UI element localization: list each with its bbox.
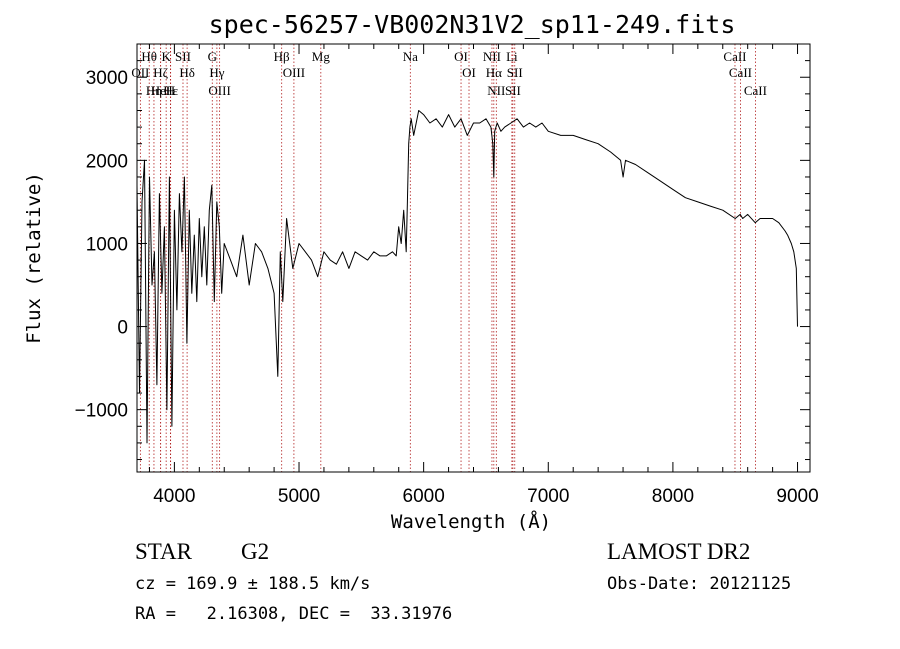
x-tick-label: 6000 bbox=[403, 486, 445, 507]
spectral-line-label: SII bbox=[505, 83, 521, 98]
spectral-line-label: Na bbox=[403, 49, 418, 64]
x-tick-label: 5000 bbox=[278, 486, 320, 507]
coordinates: RA = 2.16308, DEC = 33.31976 bbox=[135, 604, 453, 624]
spectrum-line bbox=[136, 110, 798, 444]
spectral-line-label: K bbox=[161, 49, 171, 64]
survey-name: LAMOST DR2 bbox=[607, 539, 751, 564]
obs-date: Obs-Date: 20121125 bbox=[607, 574, 792, 594]
spectral-line-label: Hζ bbox=[153, 65, 168, 80]
object-class: STAR bbox=[135, 539, 192, 564]
y-tick-label: 0 bbox=[117, 318, 128, 339]
y-tick-label: −1000 bbox=[75, 401, 128, 422]
spectral-line-label: CaII bbox=[723, 49, 746, 64]
spectral-line-label: Li bbox=[506, 49, 518, 64]
x-axis: 4000 5000 6000 7000 8000 9000 bbox=[148, 44, 819, 507]
redshift-readout: cz = 169.9 ± 188.5 km/s bbox=[135, 574, 371, 594]
chart-title: spec-56257-VB002N31V2_sp11-249.fits bbox=[209, 10, 736, 39]
y-axis-label: Flux (relative) bbox=[23, 172, 45, 344]
spectral-line-label: CaII bbox=[744, 83, 767, 98]
x-tick-label: 9000 bbox=[776, 486, 818, 507]
spectral-line-label: Hδ bbox=[179, 65, 195, 80]
spectral-line-label: Hη bbox=[146, 83, 162, 98]
spectral-line-label: Hα bbox=[486, 65, 502, 80]
spectral-line-label: Hβ bbox=[274, 49, 290, 64]
object-subclass: G2 bbox=[241, 539, 270, 564]
y-tick-label: 3000 bbox=[86, 68, 128, 89]
spectral-line-label: OII bbox=[131, 65, 149, 80]
spectral-line-label: HeI bbox=[151, 83, 171, 98]
spectral-line-label: NII bbox=[487, 83, 505, 98]
x-tick-label: 7000 bbox=[527, 486, 569, 507]
spectrum-series bbox=[136, 110, 798, 444]
spectral-line-label: Hε bbox=[163, 83, 178, 98]
spectrum-chart: spec-56257-VB002N31V2_sp11-249.fits HθOI… bbox=[23, 10, 819, 533]
spectral-line-label: Mg bbox=[312, 49, 331, 64]
spectral-line-label: NII bbox=[483, 49, 501, 64]
spectral-line-label: CaII bbox=[729, 65, 752, 80]
y-tick-label: 2000 bbox=[86, 151, 128, 172]
x-tick-label: 4000 bbox=[153, 486, 195, 507]
y-axis: −1000 0 1000 2000 3000 bbox=[75, 43, 810, 461]
spectral-line-markers bbox=[139, 44, 756, 472]
spectral-line-label: OIII bbox=[283, 65, 305, 80]
spectral-line-label: Hθ bbox=[141, 49, 157, 64]
x-axis-label: Wavelength (Å) bbox=[391, 510, 551, 533]
spectral-line-label: OI bbox=[462, 65, 476, 80]
spectral-line-label: OI bbox=[454, 49, 468, 64]
spectral-line-label: G bbox=[208, 49, 217, 64]
x-tick-label: 8000 bbox=[652, 486, 694, 507]
spectral-line-label: H bbox=[166, 83, 175, 98]
plot-frame bbox=[136, 43, 811, 473]
spectral-line-label: Hγ bbox=[209, 65, 224, 80]
y-tick-label: 1000 bbox=[86, 234, 128, 255]
spectral-line-label: SII bbox=[507, 65, 523, 80]
spectral-line-label: SII bbox=[175, 49, 191, 64]
spectral-line-label: OIII bbox=[208, 83, 230, 98]
